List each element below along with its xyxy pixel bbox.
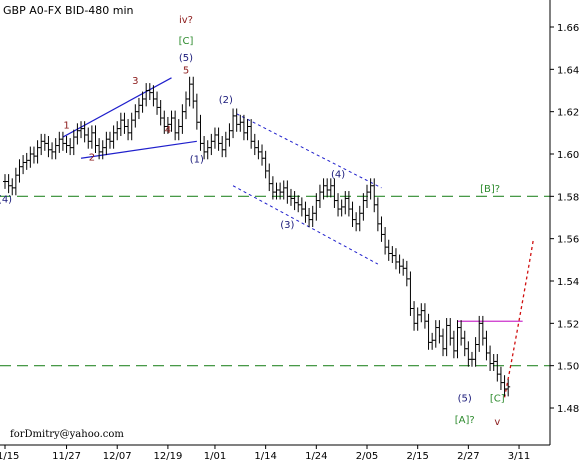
x-tick-label: 1/14: [254, 451, 276, 462]
x-tick-label: 1/24: [305, 451, 327, 462]
wave-label: iv?: [179, 15, 193, 26]
wave-label: v: [494, 417, 500, 428]
x-tick-label: 11/15: [0, 451, 19, 462]
x-tick-label: 12/19: [153, 451, 182, 462]
wave-labels: (4) 1 2 3 4 5 iv? [C] (5) (1) (2) (3) (4) [B]? (5) [A]?…: [0, 15, 505, 428]
x-tick-label: 1/01: [204, 451, 226, 462]
price-bar: [506, 379, 511, 397]
wave-label: (3): [280, 220, 294, 231]
plot-background: [0, 0, 550, 445]
y-tick-label: 1.60: [557, 150, 579, 161]
y-tick-label: 1.58: [557, 192, 579, 203]
wedge-lower-line: [80, 140, 197, 159]
x-axis: 11/15 11/27 12/07 12/19 1/01 1/14 1/24 2/05 2/15…: [0, 445, 530, 462]
chart-title: GBP A0-FX BID-480 min: [3, 4, 134, 17]
wave-label: 3: [132, 76, 138, 87]
price-bars: [3, 76, 511, 397]
x-tick-label: 2/27: [457, 451, 479, 462]
y-tick-label: 1.48: [557, 404, 579, 415]
wave-label: 2: [89, 152, 95, 163]
forecast-path: [503, 238, 535, 398]
wave-label: 4: [165, 125, 171, 136]
wave-label: 1: [63, 121, 69, 132]
wave-label: [B]?: [480, 184, 500, 195]
y-tick-label: 1.56: [557, 235, 579, 246]
y-tick-label: 1.62: [557, 108, 579, 119]
level-lines: [0, 195, 550, 367]
wave-label: (4): [0, 195, 12, 206]
wave-label: 5: [183, 66, 189, 77]
wave-label: [C]: [490, 394, 505, 405]
x-tick-label: 11/27: [52, 451, 81, 462]
wave-label: [C]: [179, 36, 194, 47]
credit-text: forDmitry@yahoo.com: [10, 429, 124, 440]
wave-label: (5): [458, 394, 472, 405]
wave-label: [A]?: [455, 415, 475, 426]
wave-label: (5): [179, 53, 193, 64]
y-tick-label: 1.66: [557, 23, 579, 34]
wave-label: (1): [190, 154, 204, 165]
x-tick-label: 2/05: [356, 451, 378, 462]
y-tick-label: 1.50: [557, 362, 579, 373]
wave-label: (2): [219, 95, 233, 106]
x-tick-label: 12/07: [103, 451, 132, 462]
x-tick-label: 3/11: [508, 451, 530, 462]
wave-label: (4): [331, 169, 345, 180]
x-tick-label: 2/15: [406, 451, 428, 462]
y-tick-label: 1.64: [557, 65, 579, 76]
y-tick-label: 1.52: [557, 319, 579, 330]
y-axis: 1.48 1.50 1.52 1.54 1.56 1.58 1.60 1.62 1.64 1.66: [550, 23, 579, 415]
y-tick-label: 1.54: [557, 277, 579, 288]
